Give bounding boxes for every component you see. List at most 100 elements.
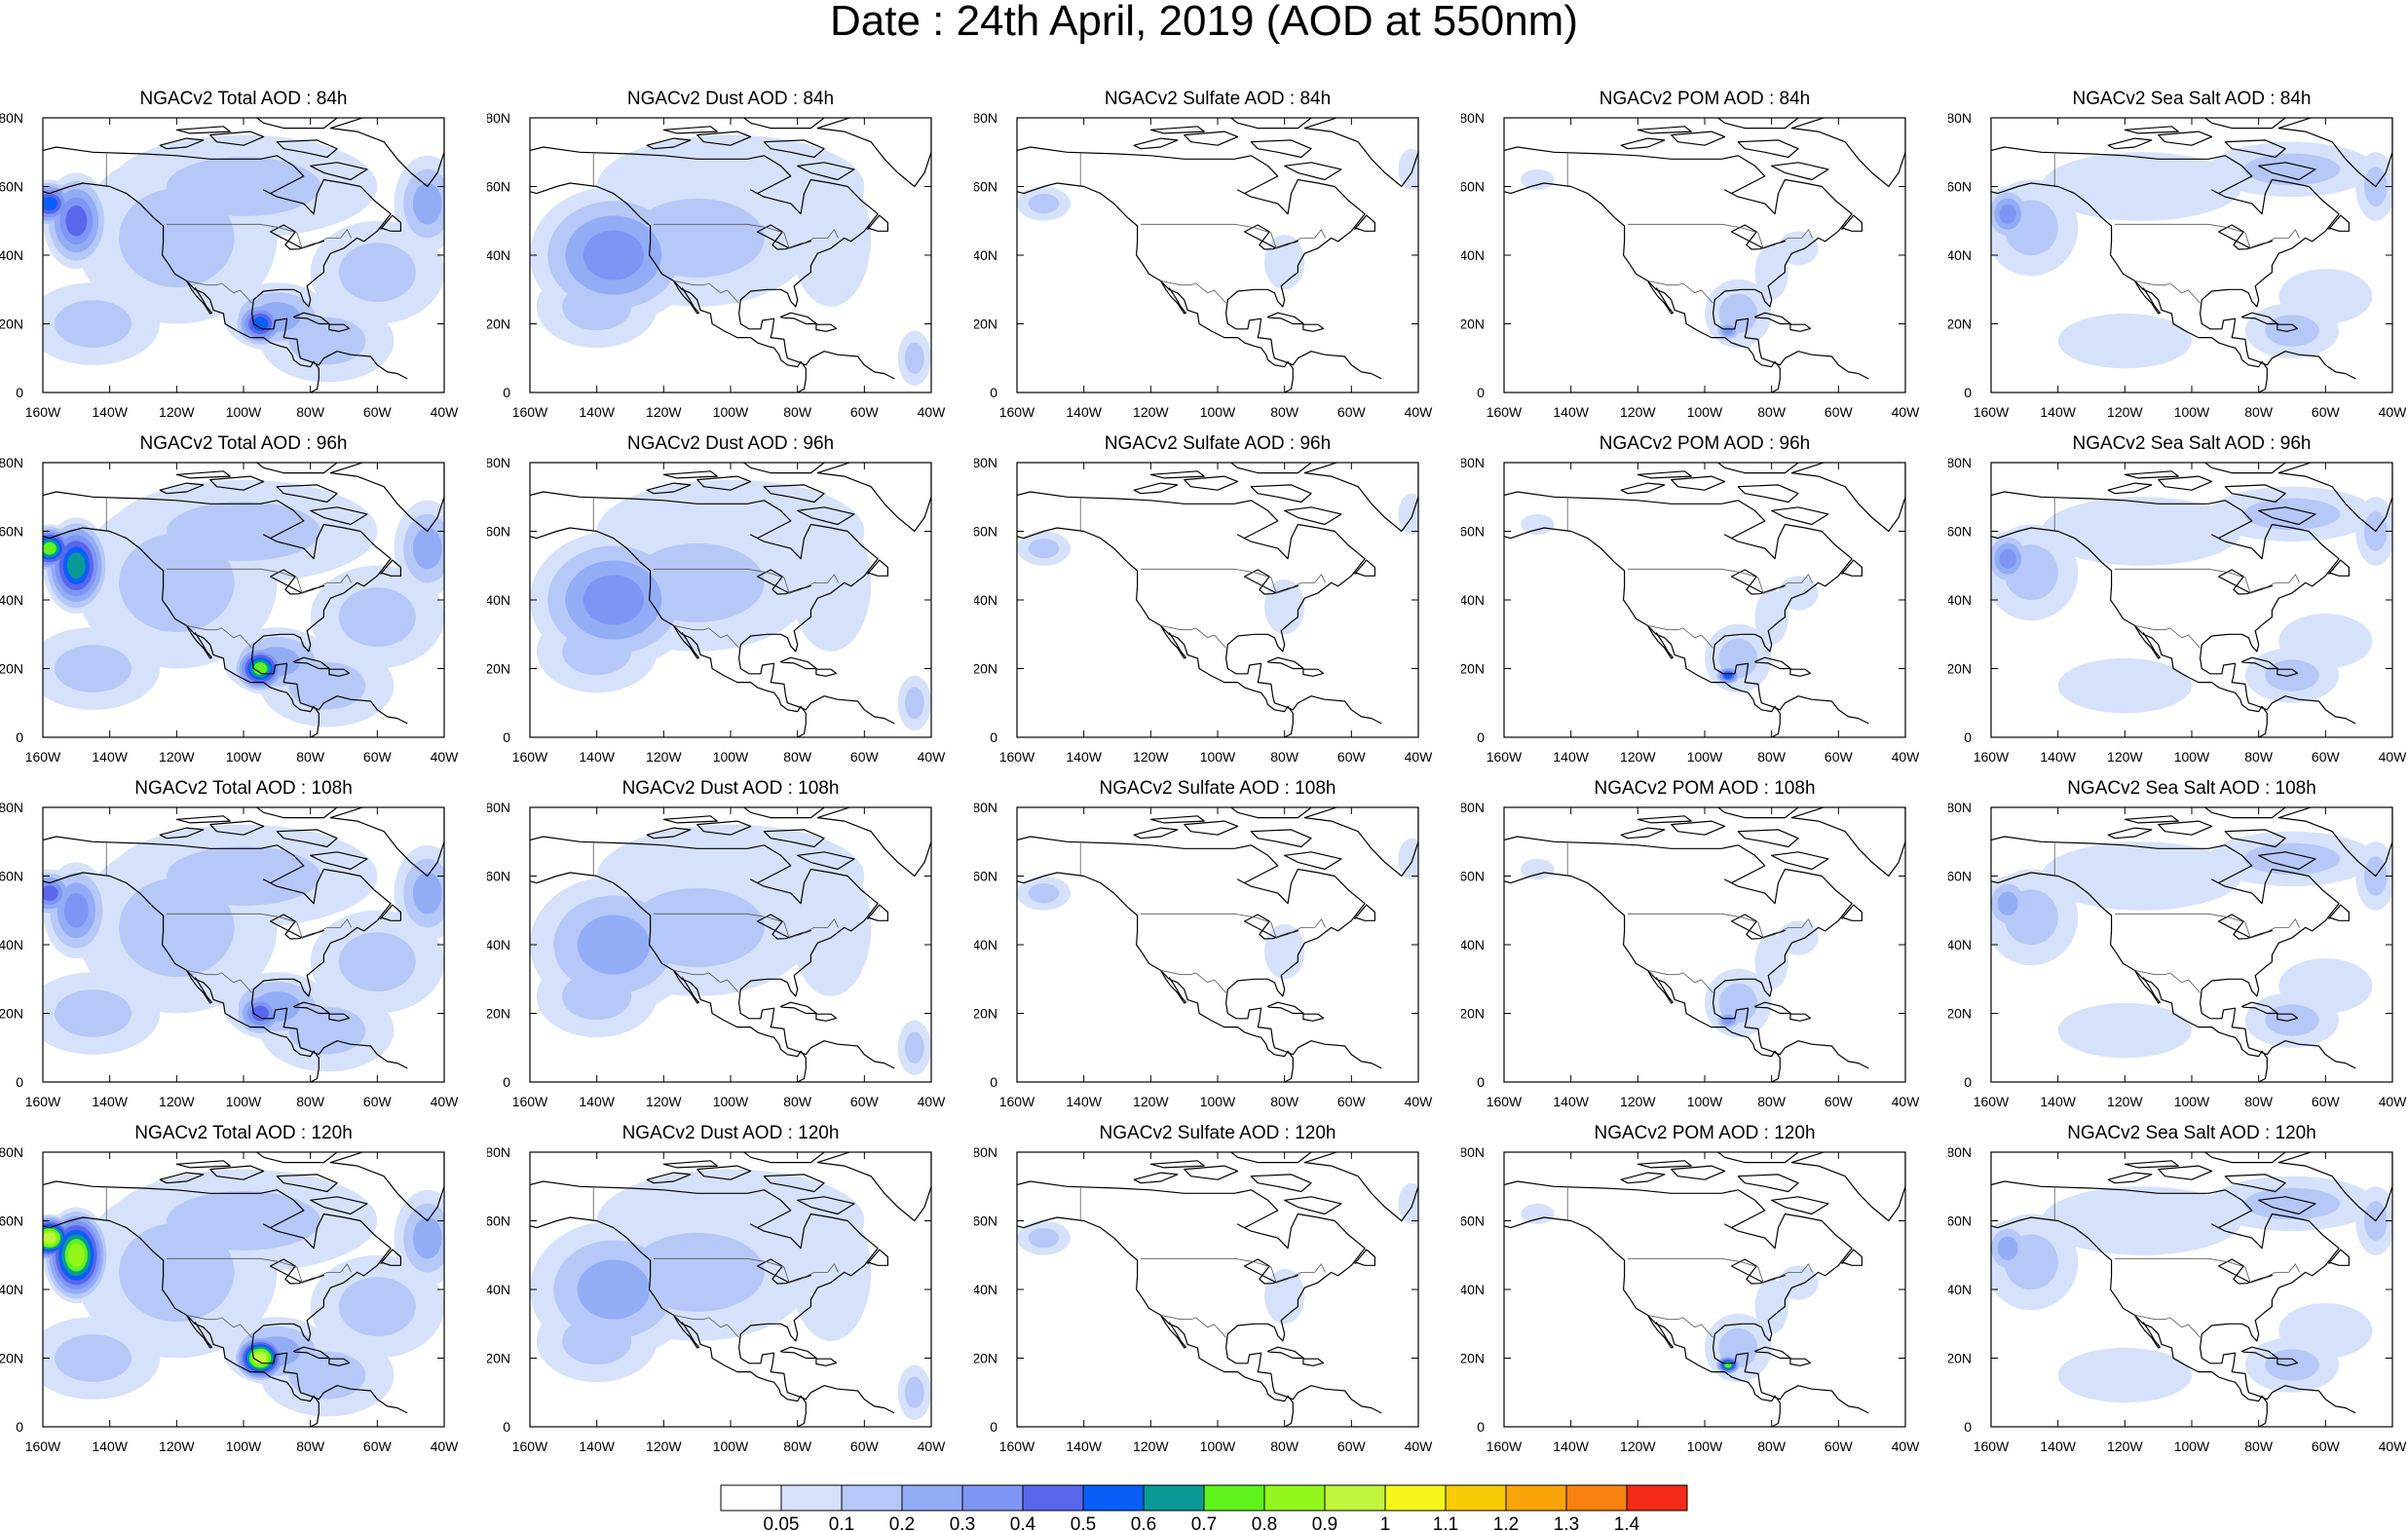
coastline [2240, 1001, 2278, 1015]
coastline [209, 820, 265, 836]
aod-contour [2243, 842, 2341, 876]
country-border [186, 625, 252, 649]
lon-tick-label: 40W [2379, 404, 2408, 420]
coastline [662, 470, 718, 479]
map-panel: NGACv2 Dust AOD : 84h 160W 140W 120W 100W 80W… [487, 90, 974, 426]
country-border [2134, 625, 2201, 649]
aod-contour [119, 188, 235, 288]
lon-tick-label: 80W [783, 1438, 812, 1454]
coastline [696, 1165, 752, 1180]
lon-tick-label: 100W [713, 1094, 749, 1109]
lon-tick-label: 80W [296, 1094, 325, 1109]
coastline [2124, 470, 2179, 479]
coastline [2158, 820, 2213, 836]
lat-tick-label: 80N [0, 803, 23, 815]
lon-tick-label: 80W [1757, 1094, 1787, 1109]
lon-tick-label: 140W [1066, 1438, 1102, 1454]
lat-tick-label: 0 [1477, 1074, 1485, 1090]
coastline [1647, 280, 1674, 315]
lon-tick-label: 40W [918, 749, 947, 765]
lon-tick-label: 160W [1974, 1094, 2010, 1109]
coastline [763, 484, 825, 504]
coastline [1620, 827, 1666, 840]
coastline [1504, 836, 1869, 1069]
lon-tick-label: 140W [579, 749, 615, 765]
lon-tick-label: 100W [1200, 749, 1236, 765]
panel-title: NGACv2 Dust AOD : 120h [621, 1123, 840, 1143]
aod-contour [67, 552, 86, 579]
coastline [797, 162, 855, 181]
lon-tick-label: 160W [25, 749, 61, 765]
lon-tick-label: 140W [92, 749, 128, 765]
panel-title: NGACv2 Dust AOD : 84h [626, 89, 835, 109]
coastline [1790, 463, 1905, 533]
coastline [1266, 656, 1304, 670]
lon-tick-label: 160W [25, 404, 61, 420]
coastline [1184, 475, 1239, 491]
lon-tick-label: 140W [2040, 749, 2076, 765]
coastline [1841, 214, 1862, 232]
map-panel: NGACv2 Sea Salt AOD : 84h 160W 140W 120W 100… [1948, 90, 2408, 426]
aod-contour [904, 687, 924, 719]
aod-contour [2243, 498, 2341, 531]
lat-tick-label: 80N [1461, 458, 1485, 470]
aod-contour [55, 1334, 132, 1382]
coastline [2240, 656, 2278, 670]
coastline [530, 1180, 895, 1414]
lon-tick-label: 140W [1066, 749, 1102, 765]
coastline [1841, 1249, 1862, 1266]
aod-contour [1754, 244, 1788, 300]
aod-contour [629, 887, 765, 967]
lat-tick-label: 20N [974, 1006, 997, 1022]
panel-title: NGACv2 POM AOD : 120h [1594, 1123, 1816, 1143]
coastline [380, 1249, 401, 1266]
country-border [1160, 970, 1226, 993]
coastline [292, 1346, 330, 1360]
panel-title: NGACv2 Dust AOD : 108h [621, 778, 840, 799]
aod-contour [1398, 1182, 1418, 1225]
lat-tick-label: 20N [1461, 661, 1485, 677]
map-panel: NGACv2 Total AOD : 96h 160W 140W 120W 100W 80… [0, 434, 487, 770]
coastline [2224, 139, 2286, 159]
lon-tick-label: 60W [1825, 1094, 1854, 1109]
country-border [654, 568, 839, 594]
coastline [1302, 1358, 1325, 1366]
lon-tick-label: 120W [1620, 1094, 1656, 1109]
panel-title: NGACv2 Sea Salt AOD : 108h [2067, 778, 2316, 799]
coastline [1133, 482, 1179, 495]
aod-contour [583, 230, 644, 280]
aod-contour [2278, 1303, 2373, 1359]
lon-tick-label: 120W [646, 1438, 682, 1454]
colorbar-label: 0.3 [950, 1514, 975, 1531]
coastline [159, 1172, 205, 1184]
lat-tick-label: 40N [487, 1282, 510, 1297]
coastline [1354, 214, 1375, 232]
colorbar-label: 0.5 [1071, 1514, 1096, 1531]
lat-tick-label: 20N [487, 661, 510, 677]
coastline [2124, 815, 2179, 824]
coastline [815, 1358, 838, 1366]
aod-contour [790, 513, 872, 652]
aod-contour [904, 1376, 924, 1408]
lat-tick-label: 60N [487, 524, 510, 540]
coastline [1620, 137, 1666, 150]
map-panel: NGACv2 POM AOD : 108h 160W 140W 120W 100W 80W… [1461, 779, 1948, 1115]
lon-tick-label: 80W [296, 404, 325, 420]
coastline [1504, 527, 1781, 737]
coastline [1504, 1180, 1869, 1414]
lat-tick-label: 20N [1461, 1351, 1485, 1366]
coastline [1303, 1152, 1418, 1222]
country-border [1141, 568, 1326, 594]
lat-tick-label: 40N [1461, 1282, 1485, 1297]
aod-contour [253, 662, 268, 675]
coastline [1771, 851, 1829, 871]
coastline [209, 131, 265, 146]
panel-title: NGACv2 POM AOD : 96h [1599, 433, 1811, 454]
lat-tick-label: 40N [487, 592, 510, 608]
lon-tick-label: 60W [850, 404, 880, 420]
aod-contour [904, 342, 924, 374]
lat-tick-label: 60N [1948, 1214, 1972, 1229]
coastline [646, 137, 692, 150]
aod-contour [412, 182, 442, 225]
coastline [673, 625, 699, 659]
